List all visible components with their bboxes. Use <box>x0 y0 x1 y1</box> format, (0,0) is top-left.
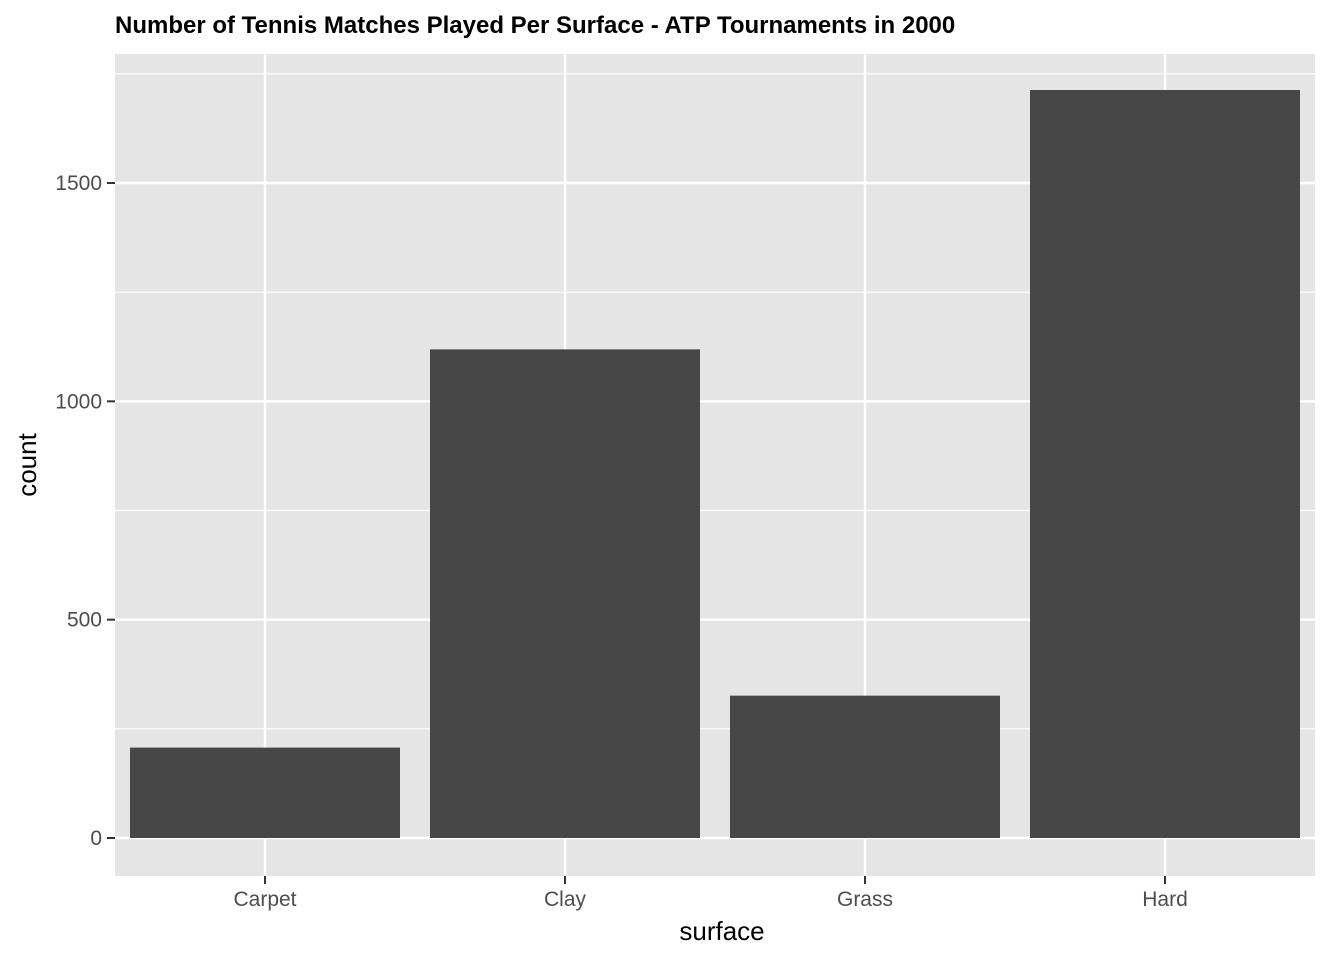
x-axis-ticks: Carpet Clay Grass Hard <box>233 876 1188 911</box>
x-tick-label: Grass <box>837 888 893 911</box>
chart-title: Number of Tennis Matches Played Per Surf… <box>115 12 955 39</box>
y-tick-label: 0 <box>90 827 102 850</box>
bar-carpet <box>130 747 400 838</box>
x-tick-label: Hard <box>1142 888 1188 911</box>
y-tick-label: 1500 <box>55 172 102 195</box>
bar-grass <box>730 695 1000 838</box>
y-tick-label: 500 <box>67 609 102 632</box>
bars <box>130 89 1300 839</box>
y-axis-ticks: 0 500 1000 1500 <box>55 172 115 850</box>
x-tick-label: Clay <box>544 888 587 911</box>
bar-clay <box>430 349 700 838</box>
y-axis-title: count <box>12 432 42 496</box>
x-tick-label: Carpet <box>233 888 296 911</box>
bar-hard <box>1030 89 1300 839</box>
y-tick-label: 1000 <box>55 390 102 413</box>
x-axis-title: surface <box>679 916 764 946</box>
